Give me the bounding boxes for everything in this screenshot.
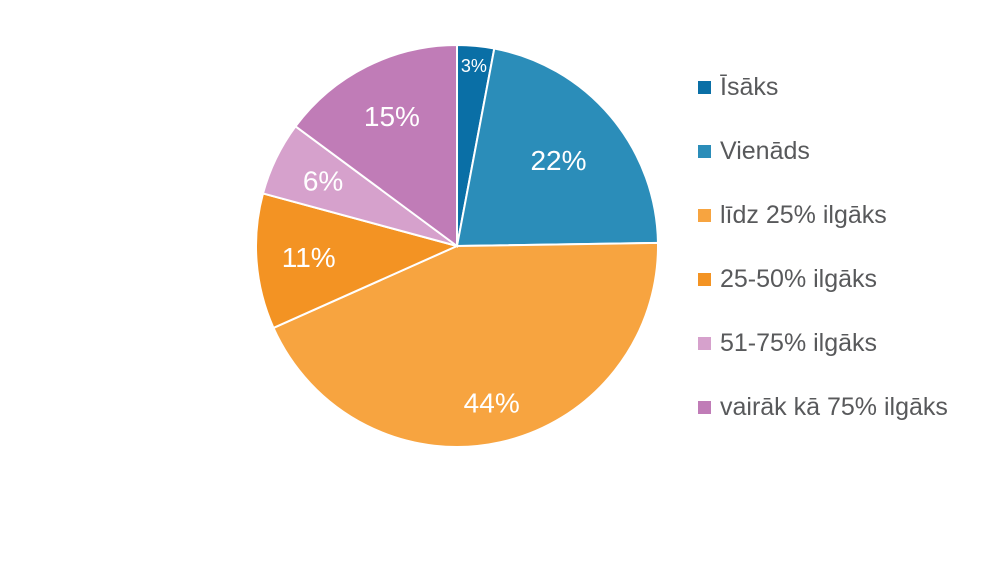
pie-slice	[455, 47, 659, 248]
legend-swatch	[698, 81, 711, 94]
pie-slices	[255, 43, 659, 448]
legend-item-vienads: Vienāds	[698, 134, 998, 198]
pie-slice-label: 22%	[530, 145, 586, 176]
pie-slice-label: 3%	[461, 56, 487, 76]
legend-label: Īsāks	[720, 73, 779, 101]
legend-label: līdz 25% ilgāks	[720, 201, 887, 229]
legend-item-isaks: Īsāks	[698, 70, 998, 134]
pie-slice-labels: 3% 22% 44% 11% 6% 15%	[282, 56, 587, 419]
legend-label: 25-50% ilgāks	[720, 265, 878, 293]
legend-swatch	[698, 337, 711, 350]
pie-slice-label: 11%	[282, 242, 336, 273]
legend-item-51-75: 51-75% ilgāks	[698, 326, 998, 390]
legend-item-25-50: 25-50% ilgāks	[698, 262, 998, 326]
pie-slice	[294, 43, 458, 248]
pie-slice	[272, 241, 659, 448]
legend-swatch	[698, 209, 711, 222]
legend-item-lidz-25: līdz 25% ilgāks	[698, 198, 998, 262]
chart-legend: Īsāks Vienāds līdz 25% ilgāks 25-50% ilg…	[698, 70, 998, 454]
legend-label: vairāk kā 75% ilgāks	[720, 393, 948, 421]
legend-label: 51-75% ilgāks	[720, 329, 878, 357]
legend-label: Vienāds	[720, 137, 810, 165]
pie-slice-label: 15%	[364, 101, 420, 132]
pie-slice	[255, 192, 460, 330]
legend-swatch	[698, 401, 711, 414]
legend-item-vairak-75: vairāk kā 75% ilgāks	[698, 390, 998, 454]
pie-slice-label: 6%	[303, 166, 343, 197]
legend-swatch	[698, 145, 711, 158]
legend-swatch	[698, 273, 711, 286]
pie-slice-label: 44%	[464, 388, 520, 419]
